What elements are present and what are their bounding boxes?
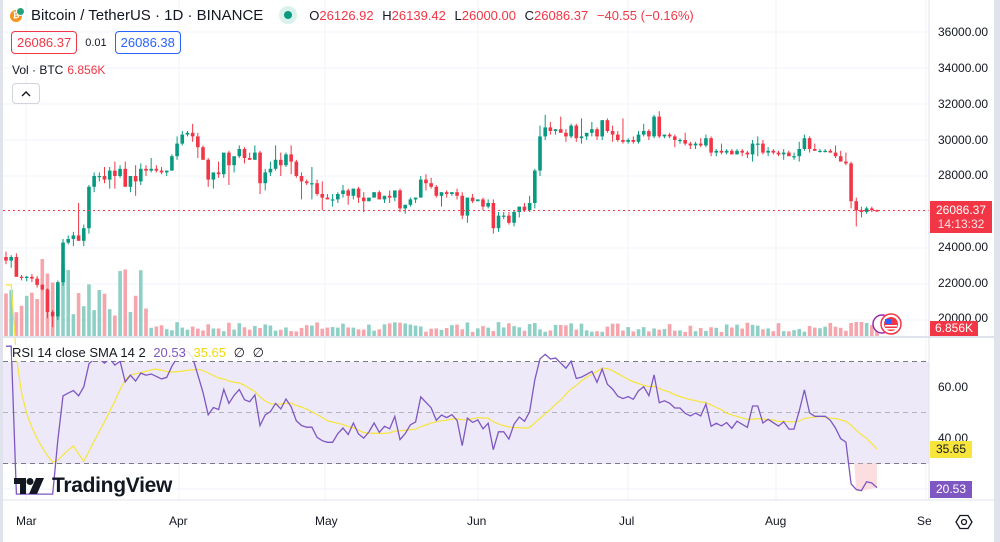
symbol-legend: ₿ Bitcoin / TetherUS · 1D · BINANCE O261…: [10, 6, 699, 24]
right-scrollbar[interactable]: [994, 0, 1000, 542]
rsi-sma-tag: 35.65: [930, 441, 972, 458]
rsi-guide-lines: [3, 361, 929, 464]
tradingview-logo[interactable]: TradingView: [14, 474, 172, 498]
price-axis-label: 36000.00: [938, 25, 989, 39]
tradingview-mark-icon: [14, 478, 44, 494]
chevron-up-icon: [21, 90, 31, 96]
ohlc-values: O26126.92 H26139.42 L26000.00 C26086.37 …: [309, 7, 694, 23]
rsi-sma-line: [6, 284, 878, 464]
time-axis-label: Se: [917, 514, 932, 528]
bid-ask-panel: 26086.37 0.01 26086.38: [11, 31, 181, 54]
left-border: [0, 0, 3, 542]
volume-label[interactable]: Vol · BTC: [12, 63, 64, 77]
rsi-tag: 20.53: [930, 481, 972, 498]
bitcoin-tether-icon: ₿: [10, 7, 26, 23]
time-axis-label: Aug: [765, 514, 787, 528]
volume-bars: [4, 259, 879, 336]
logo-text: TradingView: [52, 474, 173, 497]
open-value: 26126.92: [319, 7, 374, 23]
sell-price-button[interactable]: 26086.37: [11, 31, 78, 54]
rsi-label[interactable]: RSI 14 close SMA 14 2: [12, 345, 146, 360]
rsi-axis-label: 60.00: [938, 380, 969, 394]
rsi-value: 20.53: [153, 345, 186, 360]
rsi-sma-value: 35.65: [193, 345, 227, 360]
price-axis-label: 22000.00: [938, 276, 989, 290]
close-value: 26086.37: [534, 7, 589, 23]
symbol-title[interactable]: Bitcoin / TetherUS · 1D · BINANCE: [31, 6, 264, 24]
time-axis-label: May: [315, 514, 338, 528]
volume-tag: 6.856K: [930, 321, 978, 336]
market-open-status-icon[interactable]: [279, 6, 298, 24]
price-axis-label: 24000.00: [938, 240, 989, 254]
time-axis-label: Apr: [169, 514, 188, 528]
high-value: 26139.42: [391, 7, 446, 23]
time-axis-label: Jun: [467, 514, 487, 528]
economic-events-icon[interactable]: [869, 313, 905, 335]
time-axis-label: Mar: [16, 514, 37, 528]
price-axis-label: 30000.00: [938, 133, 989, 147]
bar-countdown: 14:13:32: [937, 217, 985, 231]
change-value: −40.55 (−0.16%): [596, 7, 694, 23]
buy-price-button[interactable]: 26086.38: [114, 31, 181, 54]
last-price-value: 26086.37: [935, 203, 987, 217]
rsi-line: [6, 345, 878, 495]
price-axis-label: 28000.00: [938, 168, 989, 182]
price-axis-label: 34000.00: [938, 61, 989, 75]
volume-legend: Vol · BTC 6.856K: [12, 63, 105, 77]
settings-gear-icon[interactable]: [955, 513, 973, 531]
low-value: 26000.00: [461, 7, 516, 23]
volume-value: 6.856K: [67, 63, 106, 77]
time-axis-label: Jul: [619, 514, 635, 528]
last-price-tag: 26086.37 14:13:32: [930, 201, 992, 233]
collapse-legend-button[interactable]: [12, 83, 40, 104]
rsi-oversold-fill: [854, 463, 877, 492]
candlestick-series: [4, 111, 879, 328]
rsi-legend: RSI 14 close SMA 14 2 20.53 35.65 ∅ ∅: [12, 345, 268, 361]
spread-value: 0.01: [85, 36, 107, 49]
rsi-empty-value-2: ∅: [252, 345, 264, 360]
price-axis-label: 32000.00: [938, 97, 989, 111]
rsi-empty-value-1: ∅: [233, 345, 245, 360]
